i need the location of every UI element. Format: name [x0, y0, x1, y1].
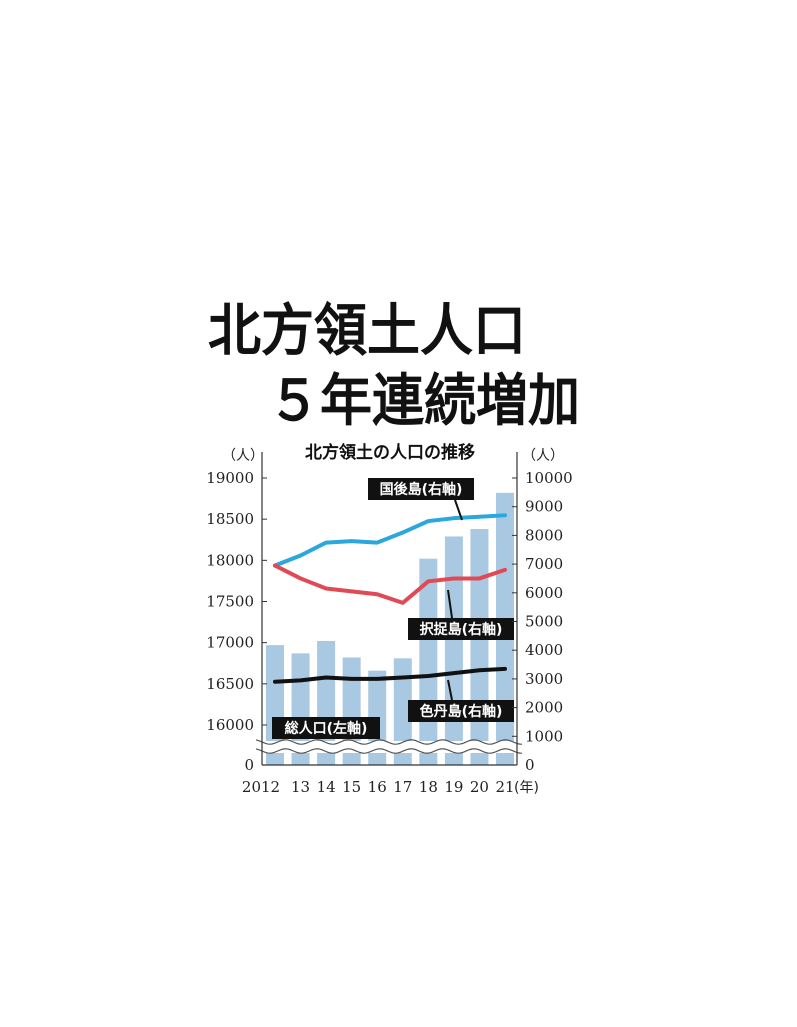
label-total-box	[272, 717, 380, 739]
label-shikotan: 色丹島(右軸)	[408, 679, 514, 722]
left-tick-label-18000: 18000	[206, 551, 254, 569]
line-point-1-13	[298, 576, 303, 581]
left-tick-label-18500: 18500	[206, 510, 254, 528]
right-tick-label-10000: 10000	[525, 469, 573, 487]
label-kunashiri-leader	[454, 499, 463, 521]
line-point-2-17	[401, 675, 405, 680]
label-shikotan-leader	[447, 679, 453, 701]
label-shikotan-text: 色丹島(右軸)	[420, 703, 503, 720]
line-series-2	[273, 666, 507, 684]
line-point-2-18	[426, 674, 430, 678]
line-point-0-20	[477, 515, 482, 519]
right-tick-label-2000: 2000	[525, 699, 563, 717]
axis-break-wave-bottom	[255, 748, 523, 754]
x-tick-label-17: 17	[393, 778, 412, 796]
bar-total-17	[393, 658, 412, 765]
line-point-0-18	[426, 519, 430, 523]
label-total-text: 総人口(左軸)	[285, 720, 368, 737]
right-tick-label-9000: 9000	[525, 498, 563, 516]
x-tick-label-2012: 2012	[242, 778, 280, 796]
x-tick-label-21: 21	[495, 778, 514, 796]
right-axis-unit: （人）	[522, 448, 564, 464]
line-point-1-14	[324, 586, 328, 591]
line-point-1-2012	[273, 563, 277, 568]
axis-break-wave-top	[255, 739, 523, 745]
left-tick-label-0: 0	[244, 756, 254, 774]
right-tick-label-8000: 8000	[525, 526, 563, 544]
label-shikotan-box	[408, 700, 514, 722]
bar-total-19	[444, 536, 463, 765]
x-tick-label-13: 13	[291, 778, 310, 796]
line-point-0-17	[401, 530, 405, 535]
line-series-1	[273, 563, 507, 605]
line-series-0	[273, 513, 507, 568]
line-point-1-18	[426, 579, 430, 583]
line-point-2-14	[324, 675, 328, 680]
right-tick-label-6000: 6000	[525, 584, 563, 602]
right-tick-label-4000: 4000	[525, 641, 563, 659]
x-axis-unit: (年)	[514, 780, 539, 796]
x-tick-label-15: 15	[342, 778, 361, 796]
left-tick-label-19000: 19000	[206, 469, 254, 487]
right-tick-label-5000: 5000	[525, 613, 563, 631]
line-point-2-2012	[273, 680, 277, 684]
chart-title: 北方領土の人口の推移	[305, 442, 475, 463]
line-point-0-13	[298, 553, 303, 558]
x-tick-label-14: 14	[317, 778, 336, 796]
label-kunashiri: 国後島(右軸)	[368, 478, 474, 521]
left-axis-unit: （人）	[222, 448, 264, 464]
right-tick-label-1000: 1000	[525, 727, 563, 745]
line-point-1-17	[401, 601, 405, 605]
x-tick-label-20: 20	[470, 778, 489, 796]
line-point-0-21	[503, 513, 507, 517]
line-point-2-21	[503, 667, 507, 671]
left-tick-label-16000: 16000	[206, 716, 254, 734]
left-tick-label-17500: 17500	[206, 593, 254, 611]
line-point-0-14	[324, 540, 328, 545]
x-tick-label-18: 18	[419, 778, 438, 796]
label-etorofu-box	[408, 618, 514, 640]
line-point-2-19	[452, 671, 456, 675]
label-total: 総人口(左軸)	[272, 717, 380, 739]
left-tick-label-16500: 16500	[206, 675, 254, 693]
line-point-0-19	[452, 516, 456, 520]
line-point-2-15	[350, 677, 354, 681]
line-point-0-16	[375, 540, 379, 545]
line-point-1-20	[477, 576, 482, 581]
line-point-2-13	[298, 678, 303, 682]
line-point-2-16	[375, 677, 379, 681]
line-point-1-19	[452, 576, 456, 581]
bar-total-20	[470, 529, 489, 765]
line-point-1-16	[375, 592, 379, 596]
left-tick-label-17000: 17000	[206, 634, 254, 652]
right-tick-label-7000: 7000	[525, 555, 563, 573]
line-point-0-15	[350, 539, 354, 543]
label-etorofu: 択捉島(右軸)	[408, 589, 514, 640]
right-tick-label-0: 0	[525, 756, 535, 774]
x-tick-label-19: 19	[444, 778, 463, 796]
label-etorofu-leader	[447, 589, 453, 619]
label-kunashiri-text: 国後島(右軸)	[380, 481, 463, 498]
line-point-1-15	[350, 589, 354, 593]
label-kunashiri-box	[368, 478, 474, 500]
label-etorofu-text: 択捉島(右軸)	[420, 621, 503, 638]
bar-total-18	[419, 558, 438, 765]
x-tick-label-16: 16	[368, 778, 387, 796]
line-point-1-21	[503, 568, 507, 572]
right-tick-label-3000: 3000	[525, 670, 563, 688]
line-point-2-20	[477, 668, 482, 672]
